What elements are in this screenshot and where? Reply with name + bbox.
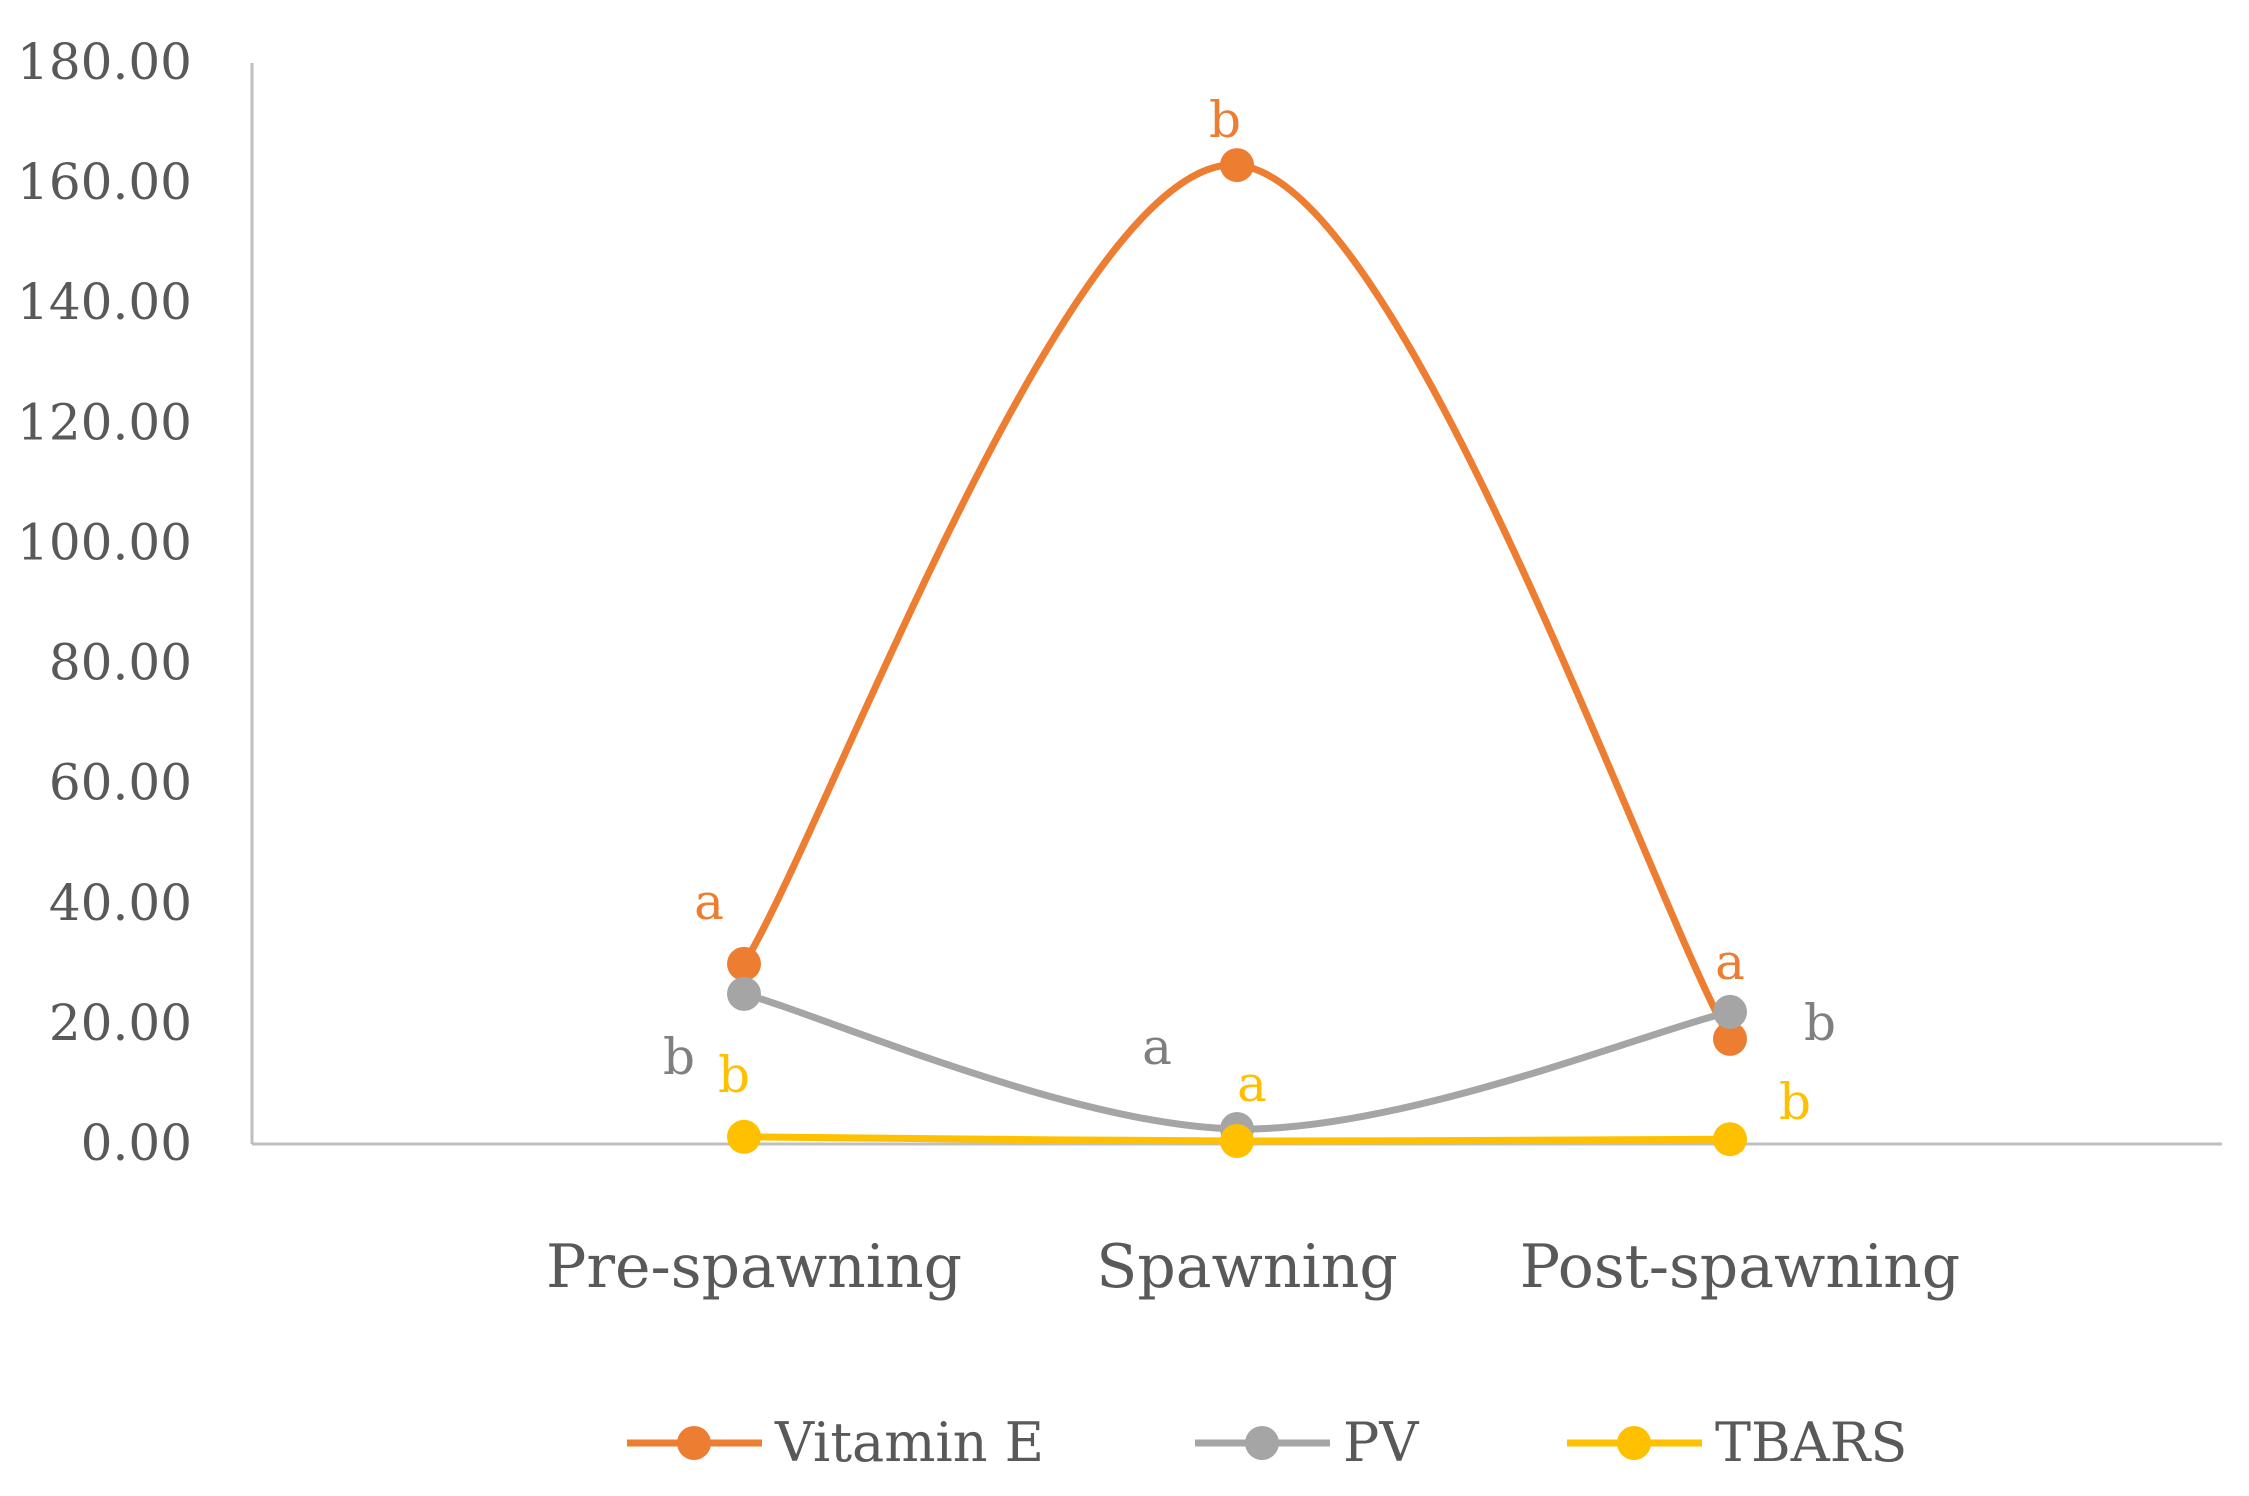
y-tick-label: 180.00 bbox=[17, 33, 192, 91]
legend-marker bbox=[1617, 1426, 1651, 1460]
legend-marker bbox=[677, 1426, 711, 1460]
x-tick-label: Pre-spawning bbox=[546, 1232, 962, 1302]
y-tick-label: 0.00 bbox=[81, 1114, 192, 1172]
y-tick-label: 40.00 bbox=[49, 874, 192, 932]
x-tick-label: Spawning bbox=[1096, 1232, 1398, 1302]
legend-label: TBARS bbox=[1715, 1411, 1907, 1474]
y-tick-label: 140.00 bbox=[17, 273, 192, 331]
data-point bbox=[727, 946, 761, 981]
data-label: a bbox=[694, 873, 724, 931]
series-lines bbox=[727, 148, 1747, 1158]
y-tick-label: 100.00 bbox=[17, 513, 192, 571]
data-label: a bbox=[1715, 933, 1745, 991]
data-point bbox=[1713, 1021, 1747, 1056]
data-label: a bbox=[1142, 1018, 1172, 1076]
data-point bbox=[727, 976, 761, 1011]
data-point bbox=[1713, 994, 1747, 1029]
data-label: b bbox=[718, 1046, 750, 1104]
data-point bbox=[1220, 148, 1254, 183]
data-point bbox=[727, 1119, 761, 1154]
y-tick-label: 160.00 bbox=[17, 153, 192, 211]
axes: 0.00 20.00 40.00 60.00 80.00 100.00 120.00 140.… bbox=[17, 33, 2222, 1302]
data-label: b bbox=[663, 1028, 695, 1086]
legend-label: PV bbox=[1343, 1411, 1419, 1474]
series-line bbox=[740, 161, 1734, 1043]
data-label: b bbox=[1779, 1073, 1811, 1131]
data-label: b bbox=[1209, 91, 1241, 149]
y-tick-label: 20.00 bbox=[49, 994, 192, 1052]
data-label: b bbox=[1804, 994, 1836, 1052]
x-tick-label: Post-spawning bbox=[1520, 1232, 1960, 1302]
legend-marker bbox=[1245, 1426, 1279, 1460]
data-label: a bbox=[1237, 1055, 1267, 1113]
data-point bbox=[1713, 1122, 1747, 1157]
y-tick-label: 80.00 bbox=[49, 634, 192, 692]
y-tick-label: 120.00 bbox=[17, 393, 192, 451]
legend-label: Vitamin E bbox=[774, 1411, 1044, 1474]
legend: Vitamin E PV TBARS bbox=[627, 1411, 1907, 1474]
data-point bbox=[1220, 1123, 1254, 1158]
y-tick-label: 60.00 bbox=[49, 754, 192, 812]
